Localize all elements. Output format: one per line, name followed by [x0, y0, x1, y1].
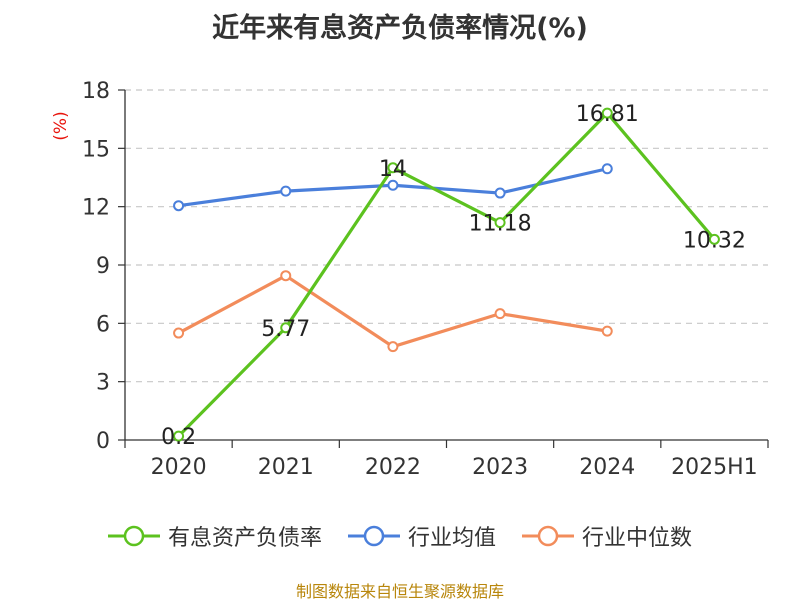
- x-tick-label: 2022: [365, 455, 421, 480]
- data-label: 0.2: [161, 425, 196, 450]
- x-tick-label: 2021: [258, 455, 314, 480]
- y-tick-label: 18: [82, 79, 110, 104]
- data-point: [280, 185, 292, 197]
- data-point: [601, 163, 613, 175]
- series-line: [177, 111, 716, 438]
- y-tick-label: 6: [96, 312, 110, 337]
- data-point: [280, 270, 292, 282]
- x-tick-label: 2025H1: [671, 455, 758, 480]
- axes: 0 3 6 9 12 15 18 2020 2021 2022 2023 2024 2025H1: [82, 79, 769, 480]
- data-point: [494, 187, 506, 199]
- y-tick-label: 9: [96, 254, 110, 279]
- data-point: [387, 179, 399, 191]
- data-label: 10.32: [683, 228, 746, 253]
- x-tick-label: 2024: [579, 455, 635, 480]
- legend-item[interactable]: 行业中位数: [522, 520, 692, 552]
- legend-label: 行业中位数: [582, 526, 693, 551]
- y-tick-label: 3: [96, 371, 110, 396]
- legend: 有息资产负债率 行业均值 行业中位数: [0, 520, 800, 552]
- chart-title: 近年来有息资产负债率情况(%): [212, 13, 588, 44]
- data-point: [280, 322, 292, 334]
- data-point: [494, 217, 506, 229]
- source-note: 制图数据来自恒生聚源数据库: [295, 582, 504, 601]
- legend-item[interactable]: 有息资产负债率: [107, 520, 322, 552]
- legend-label: 行业均值: [407, 526, 496, 551]
- data-point: [387, 341, 399, 353]
- data-label: 5.77: [261, 317, 310, 342]
- data-point: [494, 308, 506, 320]
- data-point: [601, 325, 613, 337]
- data-label: 11.18: [469, 212, 532, 237]
- y-tick-label: 15: [82, 137, 110, 162]
- data-label: 16.81: [576, 102, 639, 127]
- legend-swatch: [347, 525, 400, 547]
- legend-swatch-marker: [363, 525, 385, 547]
- series-line: [177, 274, 608, 349]
- data-label: 14: [379, 157, 407, 182]
- legend-item[interactable]: 行业均值: [347, 520, 496, 552]
- legend-swatch: [522, 525, 574, 547]
- legend-swatch: [107, 525, 160, 547]
- y-axis-label: (%): [51, 111, 71, 140]
- legend-swatch-marker: [123, 525, 145, 547]
- legend-swatch-marker: [537, 525, 559, 547]
- legend-label: 有息资产负债率: [167, 526, 322, 551]
- data-point: [601, 107, 613, 119]
- y-tick-label: 0: [96, 429, 110, 454]
- data-point: [173, 430, 185, 442]
- x-tick-label: 2020: [151, 455, 207, 480]
- data-point: [173, 200, 185, 212]
- data-point: [708, 233, 720, 245]
- y-tick-label: 12: [82, 196, 110, 221]
- data-point: [387, 162, 399, 174]
- series-lines: [173, 107, 720, 442]
- x-tick-label: 2023: [472, 455, 528, 480]
- data-point: [173, 327, 185, 339]
- data-labels: 0.2 5.77 14 11.18 16.81 10.32: [161, 102, 746, 450]
- grid-lines: [125, 89, 768, 383]
